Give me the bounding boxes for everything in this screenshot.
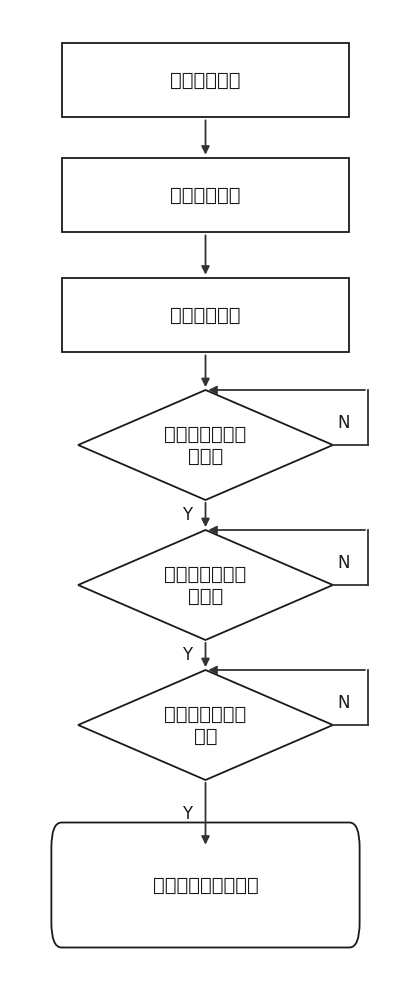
Text: 判定为疑似轨道异物: 判定为疑似轨道异物 — [152, 876, 259, 894]
FancyBboxPatch shape — [51, 822, 360, 948]
FancyBboxPatch shape — [62, 42, 349, 117]
Text: N: N — [337, 694, 349, 712]
Text: Y: Y — [182, 805, 192, 823]
Text: Y: Y — [182, 646, 192, 664]
FancyBboxPatch shape — [62, 277, 349, 352]
Text: 与检测窗叠加: 与检测窗叠加 — [170, 186, 241, 205]
Text: N: N — [337, 554, 349, 572]
Text: 连通区域填充: 连通区域填充 — [170, 306, 241, 324]
Text: N: N — [337, 414, 349, 432]
Text: 连通区符合面积
公式？: 连通区符合面积 公式？ — [164, 424, 247, 466]
Polygon shape — [78, 670, 333, 780]
Text: Y: Y — [182, 506, 192, 524]
Polygon shape — [78, 530, 333, 640]
Text: 连通区符合尺寸
公式？: 连通区符合尺寸 公式？ — [164, 564, 247, 605]
Text: 预处理后图像: 预处理后图像 — [170, 70, 241, 90]
Polygon shape — [78, 390, 333, 500]
Text: 连通区符合占空
比？: 连通区符合占空 比？ — [164, 704, 247, 746]
FancyBboxPatch shape — [62, 157, 349, 232]
